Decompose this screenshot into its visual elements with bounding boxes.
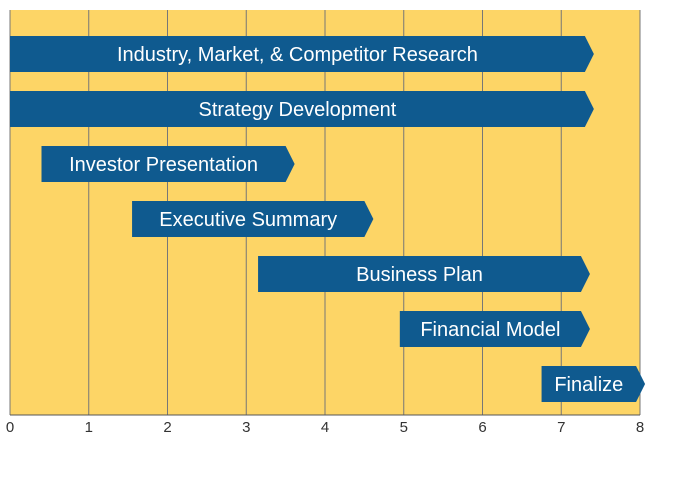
task-bar: Finalize xyxy=(541,366,646,402)
x-tick-label: 2 xyxy=(163,419,171,436)
task-bar: Executive Summary xyxy=(132,201,374,237)
x-tick-label: 7 xyxy=(557,419,565,436)
task-bar-label: Finalize xyxy=(554,374,623,396)
x-tick-label: 5 xyxy=(400,419,408,436)
x-tick-label: 1 xyxy=(85,419,93,436)
x-tick-label: 3 xyxy=(242,419,250,436)
task-bar: Financial Model xyxy=(399,311,590,347)
task-bar-shape xyxy=(41,146,295,182)
task-bar-shape xyxy=(258,256,590,292)
x-tick-label: 8 xyxy=(636,419,644,436)
task-bar-shape xyxy=(10,36,594,72)
task-bar-label: Investor Presentation xyxy=(69,154,258,176)
task-bar: Business Plan xyxy=(258,256,590,292)
task-bar-shape xyxy=(541,366,646,402)
task-bar: Strategy Development xyxy=(10,91,594,127)
task-bar-shape xyxy=(399,311,590,347)
task-bar: Industry, Market, & Competitor Research xyxy=(10,36,594,72)
task-bar-label: Industry, Market, & Competitor Research xyxy=(117,44,478,66)
x-tick-labels: 0 1 2 3 4 5 6 7 8 xyxy=(6,419,644,436)
x-tick-label: 6 xyxy=(478,419,486,436)
task-bar-label: Strategy Development xyxy=(198,99,396,121)
task-bar-shape xyxy=(132,201,374,237)
task-bar-label: Business Plan xyxy=(356,264,483,286)
task-bars: Industry, Market, & Competitor Research S… xyxy=(10,36,646,402)
task-bar-label: Executive Summary xyxy=(159,209,337,231)
x-tick-label: 4 xyxy=(321,419,329,436)
x-tick-label: 0 xyxy=(6,419,14,436)
task-bar-shape xyxy=(10,91,594,127)
task-bar: Investor Presentation xyxy=(41,146,295,182)
task-bar-label: Financial Model xyxy=(420,319,560,341)
